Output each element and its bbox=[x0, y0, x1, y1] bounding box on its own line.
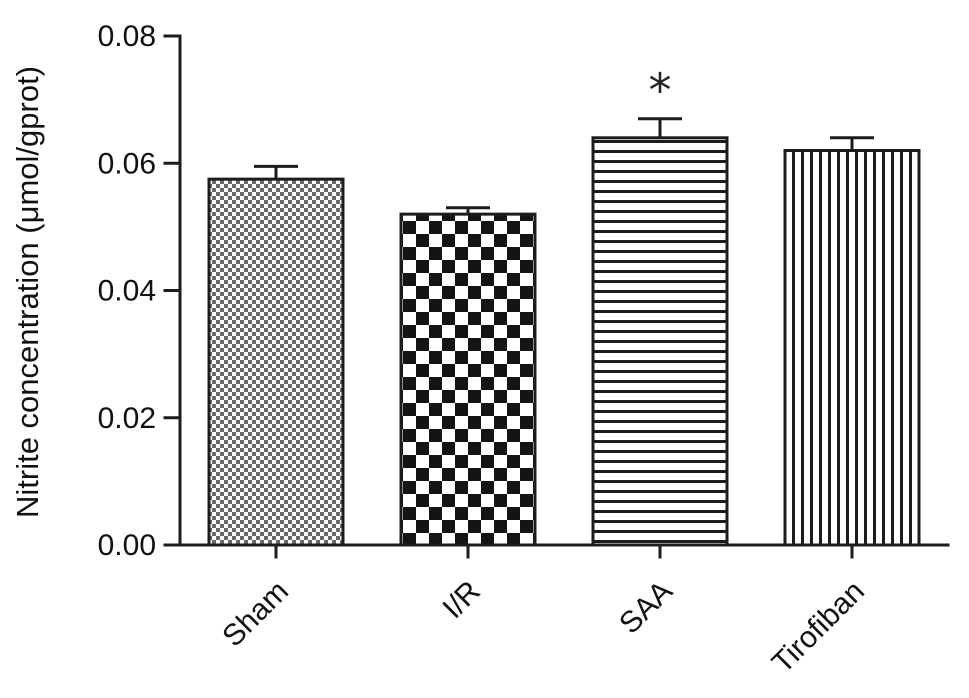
bar-saa bbox=[591, 136, 729, 547]
y-tick-label: 0.06 bbox=[98, 147, 156, 180]
y-tick-label: 0.00 bbox=[98, 529, 156, 562]
y-tick-label: 0.02 bbox=[98, 402, 156, 435]
x-category-label: Sham bbox=[216, 575, 295, 654]
y-axis-title: Nitrite concentration (μmol/gprot) bbox=[10, 66, 45, 518]
plot-area: 0.00 0.02 0.04 0.06 0.08 Sham I/R SAA Tirofiban * bbox=[98, 20, 950, 680]
y-tick-label: 0.04 bbox=[98, 275, 156, 308]
bar-i-r bbox=[399, 212, 537, 547]
bar-tirofiban bbox=[783, 149, 921, 547]
bar-sham bbox=[207, 177, 345, 547]
significance-marker: * bbox=[649, 64, 672, 118]
y-tick-label: 0.08 bbox=[98, 20, 156, 53]
x-category-label: SAA bbox=[613, 575, 679, 641]
x-category-label: I/R bbox=[437, 575, 487, 625]
x-category-label: Tirofiban bbox=[766, 575, 871, 680]
